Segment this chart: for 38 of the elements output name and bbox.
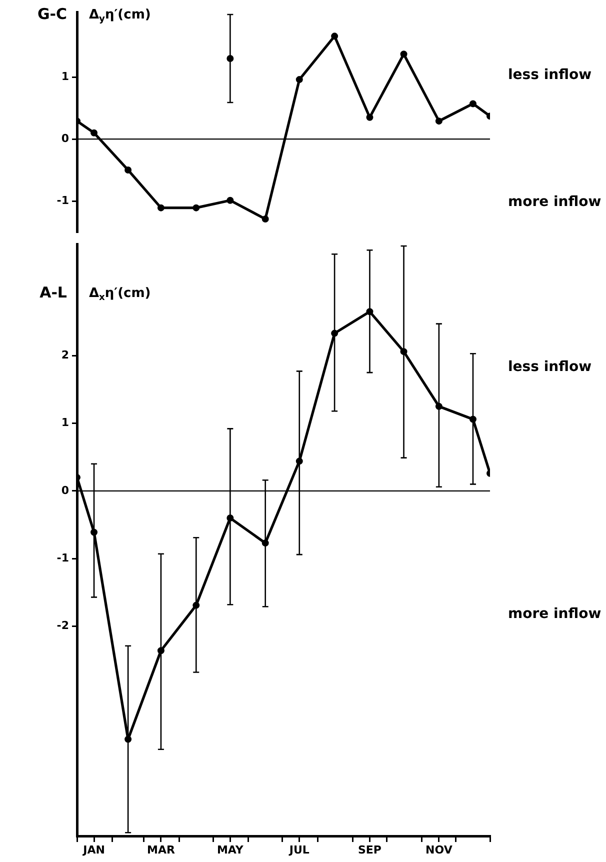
x-tick-label: MAY bbox=[216, 843, 244, 856]
point bbox=[435, 118, 442, 125]
point bbox=[262, 215, 269, 222]
x-tick-label: MAR bbox=[146, 843, 176, 856]
text: more inflow bbox=[508, 606, 602, 622]
text: less inflow bbox=[508, 67, 592, 84]
y-tick-label: -1 bbox=[56, 551, 69, 564]
point bbox=[226, 196, 234, 204]
point bbox=[90, 528, 98, 536]
point bbox=[331, 32, 338, 40]
x-tick-label: JUL bbox=[288, 843, 310, 856]
y-tick-label: -2 bbox=[56, 619, 69, 632]
y-tick-label: -1 bbox=[56, 194, 69, 207]
x-tick-label: SEP bbox=[358, 843, 382, 856]
text: A-L bbox=[40, 284, 68, 302]
point bbox=[400, 50, 408, 58]
text: less inflow bbox=[508, 359, 592, 376]
point bbox=[124, 166, 132, 174]
point bbox=[157, 204, 164, 212]
text: more inflow bbox=[508, 194, 602, 210]
point bbox=[192, 204, 200, 212]
point bbox=[331, 330, 338, 337]
x-tick-label: JAN bbox=[82, 843, 105, 856]
point bbox=[124, 736, 132, 743]
x-tick-label: NOV bbox=[426, 843, 453, 856]
point bbox=[366, 114, 374, 121]
point bbox=[435, 402, 442, 410]
y-tick-label: 0 bbox=[61, 132, 70, 145]
y-tick-label: 1 bbox=[61, 416, 69, 430]
point bbox=[469, 100, 476, 108]
y-tick-label: 0 bbox=[61, 484, 70, 497]
y-tick-label: 2 bbox=[61, 348, 69, 362]
point bbox=[90, 129, 98, 136]
chart-title: G-C bbox=[37, 4, 67, 23]
y-tick-label: 1 bbox=[61, 70, 69, 83]
point bbox=[296, 76, 303, 84]
point bbox=[157, 647, 164, 654]
point bbox=[469, 416, 476, 423]
